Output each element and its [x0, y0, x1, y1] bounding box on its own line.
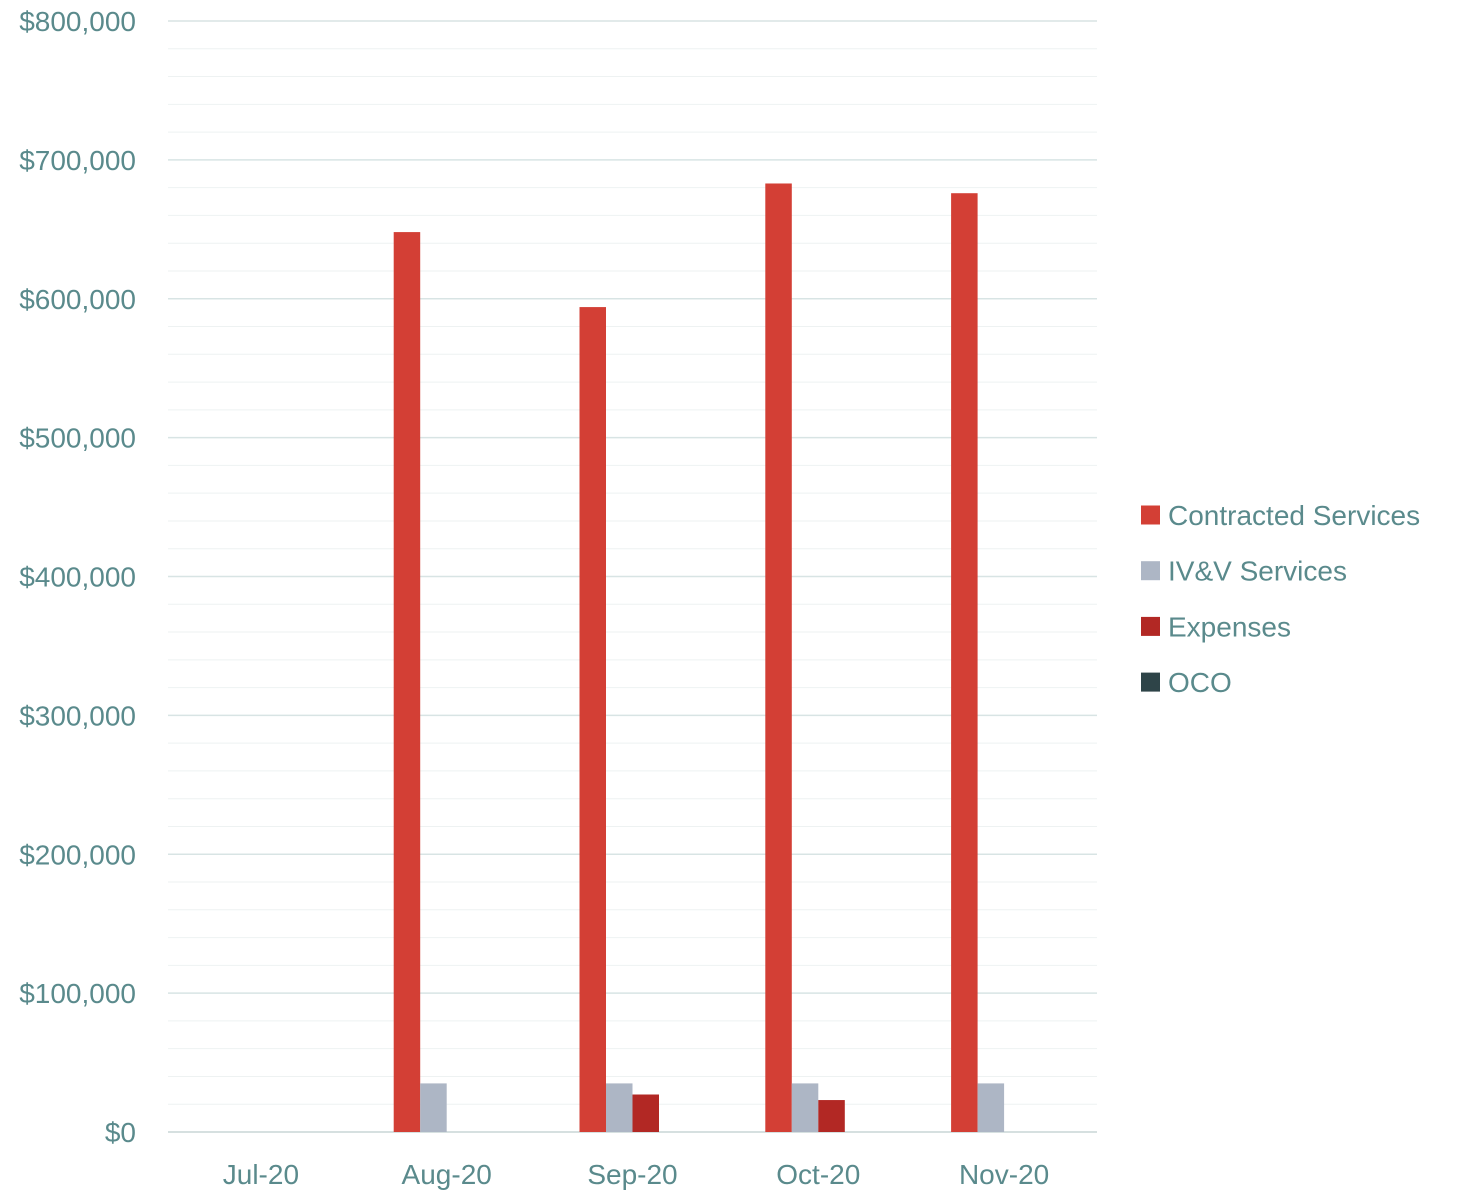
- legend-label: OCO: [1168, 667, 1232, 698]
- y-tick-label: $100,000: [19, 978, 136, 1009]
- bar: [951, 193, 978, 1132]
- legend-item: Expenses: [1141, 611, 1291, 642]
- x-tick-label: Nov-20: [959, 1159, 1049, 1190]
- legend-item: IV&V Services: [1141, 556, 1347, 587]
- bar: [420, 1083, 447, 1132]
- y-tick-label: $400,000: [19, 562, 136, 593]
- bar: [818, 1100, 845, 1132]
- bar: [632, 1094, 659, 1132]
- bar: [579, 307, 606, 1132]
- legend-swatch: [1141, 561, 1160, 581]
- y-tick-label: $200,000: [19, 839, 136, 870]
- x-axis: Jul-20 Aug-20 Sep-20 Oct-20 Nov-20: [223, 1159, 1049, 1190]
- legend-label: Expenses: [1168, 611, 1291, 642]
- legend-swatch: [1141, 505, 1160, 525]
- bar: [791, 1083, 819, 1132]
- legend-item: OCO: [1141, 667, 1232, 698]
- y-tick-label: $500,000: [19, 423, 136, 454]
- y-tick-label: $0: [105, 1117, 136, 1148]
- bars: [393, 183, 1005, 1133]
- x-tick-label: Sep-20: [587, 1159, 677, 1190]
- x-tick-label: Oct-20: [776, 1159, 860, 1190]
- bar: [606, 1083, 633, 1132]
- y-tick-label: $800,000: [19, 6, 136, 37]
- y-tick-label: $600,000: [19, 284, 136, 315]
- legend-swatch: [1141, 616, 1160, 636]
- legend-swatch: [1141, 672, 1160, 692]
- legend: Contracted Services IV&V Services Expenses…: [1141, 500, 1420, 698]
- y-axis: $0 $100,000 $200,000 $300,000 $400,000 $500,0…: [19, 6, 136, 1148]
- legend-label: IV&V Services: [1168, 556, 1347, 587]
- gridlines: [168, 20, 1097, 1133]
- x-tick-label: Aug-20: [402, 1159, 492, 1190]
- x-tick-label: Jul-20: [223, 1159, 299, 1190]
- legend-item: Contracted Services: [1141, 500, 1420, 531]
- bar: [393, 232, 421, 1133]
- y-tick-label: $700,000: [19, 145, 136, 176]
- legend-label: Contracted Services: [1168, 500, 1420, 531]
- bar: [765, 183, 792, 1132]
- bar: [977, 1083, 1005, 1132]
- y-tick-label: $300,000: [19, 700, 136, 731]
